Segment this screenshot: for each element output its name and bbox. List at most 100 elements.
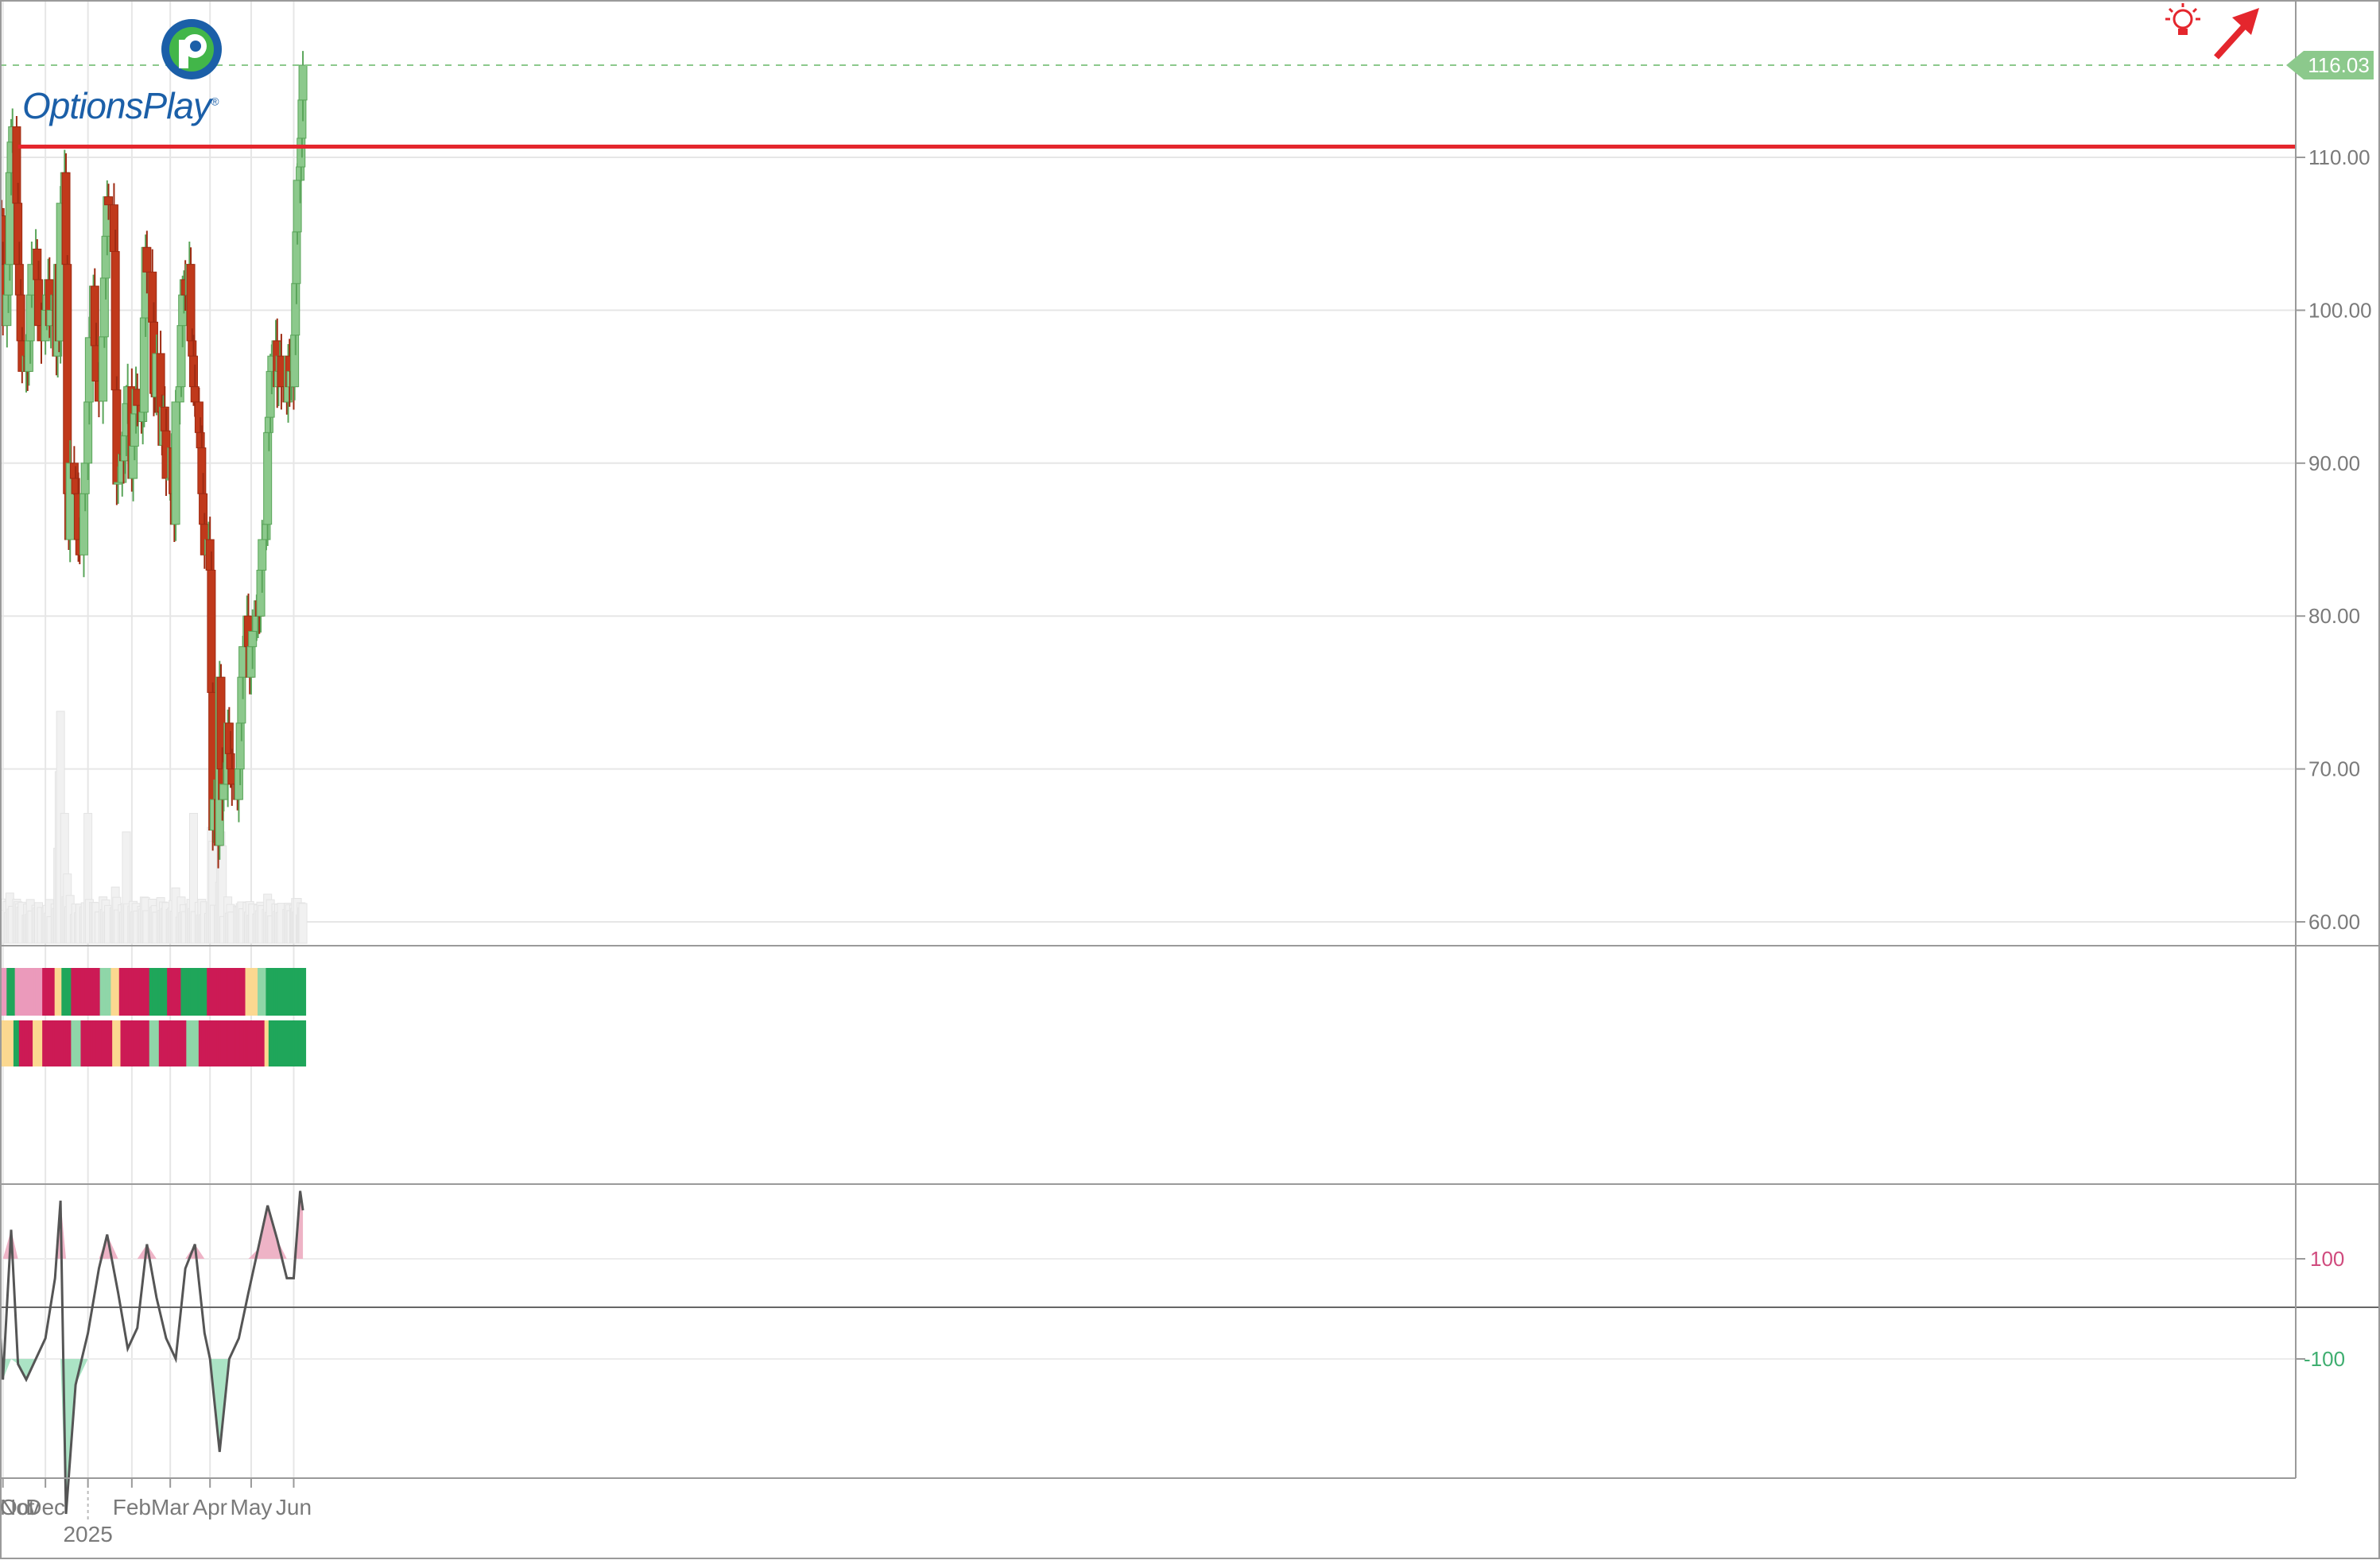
signal-bar: [162, 1020, 169, 1066]
price-candles: [0, 51, 308, 869]
candle-body: [176, 325, 186, 388]
candle-body: [199, 493, 208, 525]
candle-body: [197, 447, 207, 494]
lightbulb-ray: [2192, 7, 2198, 14]
candle-body: [14, 203, 23, 265]
candle-body: [171, 401, 180, 525]
volume-bars: [0, 710, 308, 944]
candle-body: [256, 569, 266, 617]
candle-body: [297, 137, 306, 168]
candle-body: [4, 264, 14, 296]
candle-body: [237, 676, 246, 724]
candle-body: [219, 784, 228, 800]
resistance-line: [0, 64, 2296, 149]
arrow-shaft: [2214, 21, 2249, 60]
signal-bar: [95, 968, 103, 1016]
signal-bar: [124, 1020, 131, 1066]
x-tick-label: Nov: [0, 1495, 40, 1519]
candle-body: [263, 432, 273, 525]
signal-bar: [201, 1020, 208, 1066]
signal-bar: [95, 1020, 103, 1066]
signal-bar: [201, 968, 208, 1016]
signal-bar: [37, 1020, 45, 1066]
candle-body: [292, 231, 301, 285]
osc-tick-label: 100: [2310, 1247, 2344, 1271]
candle-body: [104, 196, 114, 206]
candle-body: [101, 235, 110, 279]
brand-name: OptionsPlay®: [22, 85, 219, 126]
x-tick-label: Feb: [113, 1495, 151, 1519]
candle-body: [248, 630, 258, 648]
signal-bar: [228, 968, 235, 1016]
signal-bar: [114, 1020, 122, 1066]
candle-body: [196, 432, 205, 449]
signal-bar: [9, 1020, 16, 1066]
x-tick-label: Jun: [276, 1495, 312, 1519]
grid: [0, 0, 2296, 1478]
candle-body: [207, 569, 216, 693]
x-tick-label: Mar: [151, 1495, 189, 1519]
candle-body: [290, 335, 300, 388]
signal-bar: [76, 1020, 83, 1066]
candle-body: [291, 283, 300, 336]
candle-body: [298, 64, 308, 101]
signal-bar: [277, 968, 285, 1016]
signal-bar: [153, 968, 160, 1016]
signal-bar: [28, 1020, 35, 1066]
last-price-label: 116.03: [2308, 53, 2370, 77]
oscillator-line: [0, 1190, 304, 1515]
candle-body: [205, 539, 215, 571]
candle-body: [188, 355, 198, 388]
signal-bar: [172, 968, 180, 1016]
signal-bar: [48, 1020, 55, 1066]
lightbulb-ray: [2168, 7, 2174, 14]
signal-bar: [57, 968, 64, 1016]
candle: [207, 551, 216, 713]
candle-body: [12, 126, 21, 204]
signal-bar: [0, 968, 6, 1016]
brand-logo: OptionsPlay®: [22, 17, 245, 137]
candle-body: [83, 401, 93, 464]
candle-body: [79, 493, 88, 555]
candle-body: [175, 386, 184, 403]
annotations: 116.03: [2165, 3, 2374, 79]
signal-bars: [0, 968, 307, 1066]
candle-body: [148, 271, 157, 323]
candle-body: [90, 285, 99, 346]
candle: [110, 229, 120, 402]
signal-bar: [18, 1020, 25, 1066]
signal-bar: [48, 968, 55, 1016]
signal-bar: [249, 968, 256, 1016]
lightbulb-base: [2178, 29, 2188, 35]
candle-body: [14, 264, 24, 296]
signal-bar: [172, 1020, 180, 1066]
lightbulb-icon: [2165, 3, 2200, 35]
candle-body: [297, 99, 307, 139]
x-tick-label: 2025: [63, 1522, 112, 1546]
candle-body: [109, 204, 118, 252]
y-tick-label: 80.00: [2308, 604, 2360, 628]
signal-bar: [18, 968, 25, 1016]
candle-body: [2, 294, 12, 327]
candle-body: [186, 264, 196, 342]
candle-body: [226, 753, 235, 770]
candle-body: [246, 646, 256, 678]
candle: [61, 153, 71, 283]
signal-bar: [182, 968, 189, 1016]
signal-bar: [249, 1020, 256, 1066]
y-tick-label: 60.00: [2308, 910, 2360, 934]
signal-bar: [220, 1020, 227, 1066]
signal-bar: [300, 1020, 307, 1066]
candle-body: [258, 539, 267, 571]
oscillator-panel: [0, 1183, 2380, 1515]
bullish-arrow-icon: [2214, 8, 2259, 60]
candle-body: [235, 722, 245, 770]
signal-bar: [239, 1020, 246, 1066]
candle: [112, 376, 122, 505]
candle: [171, 389, 180, 541]
candle: [99, 327, 108, 424]
candle-body: [234, 768, 243, 800]
